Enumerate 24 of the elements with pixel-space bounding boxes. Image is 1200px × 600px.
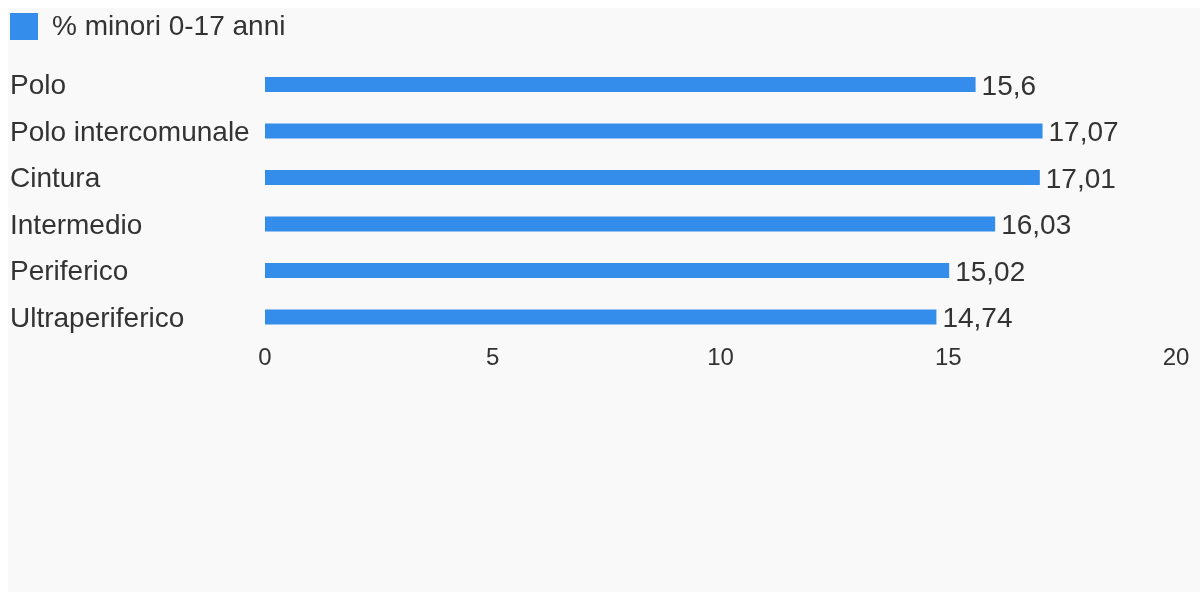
bar	[265, 263, 950, 278]
bar	[265, 170, 1040, 185]
y-tick-label: Periferico	[10, 255, 129, 287]
x-tick-label: 0	[258, 343, 272, 371]
data-label: 17,01	[1045, 162, 1116, 194]
y-tick-label: Ultraperiferico	[10, 301, 185, 333]
bar	[265, 216, 996, 232]
x-tick-label: 5	[486, 343, 500, 371]
data-label: 17,07	[1048, 116, 1119, 147]
bar	[265, 77, 976, 92]
legend-label: % minori 0-17 anni	[52, 10, 286, 42]
data-label: 15,02	[955, 255, 1026, 287]
x-tick-label: 15	[934, 343, 962, 371]
y-tick-label: Polo	[10, 69, 67, 101]
y-tick-label: Polo intercomunale	[10, 115, 250, 147]
data-label: 15,6	[981, 69, 1037, 101]
data-label: 16,03	[1001, 209, 1072, 240]
bar	[265, 309, 937, 325]
data-label: 14,74	[942, 302, 1013, 333]
y-tick-label: Cintura	[10, 162, 101, 194]
x-tick-label: 20	[1162, 343, 1190, 371]
y-tick-label: Intermedio	[10, 208, 143, 240]
bar	[265, 123, 1043, 139]
x-tick-label: 10	[707, 343, 734, 371]
